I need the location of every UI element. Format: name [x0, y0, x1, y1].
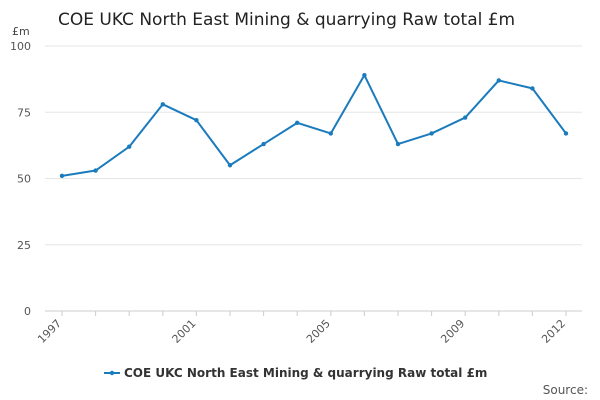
data-point — [496, 78, 501, 83]
data-point — [530, 86, 535, 91]
data-point — [395, 141, 401, 147]
y-tick-label: 100 — [10, 40, 31, 53]
data-point — [127, 144, 132, 149]
data-point — [59, 173, 65, 179]
gridlines — [45, 45, 582, 312]
legend-label: COE UKC North East Mining & quarrying Ra… — [124, 366, 487, 380]
x-tick-label: 2005 — [304, 317, 333, 346]
y-tick-label: 50 — [17, 173, 31, 186]
data-point — [227, 163, 233, 168]
chart-title: COE UKC North East Mining & quarrying Ra… — [58, 10, 515, 30]
source-label: Source: — [543, 383, 588, 397]
y-tick-label: 25 — [17, 239, 31, 252]
data-point — [429, 131, 434, 136]
data-point — [328, 131, 333, 136]
data-point — [194, 118, 199, 123]
data-point — [261, 141, 266, 147]
legend-marker — [109, 370, 115, 376]
data-point — [563, 131, 569, 136]
series-layer — [59, 72, 569, 179]
data-point — [160, 102, 165, 107]
data-point — [463, 115, 468, 120]
x-tick-label: 2009 — [438, 317, 467, 346]
data-point — [93, 168, 98, 173]
x-tick-label: 2001 — [170, 317, 199, 346]
data-point — [362, 72, 367, 78]
legend: COE UKC North East Mining & quarrying Ra… — [104, 366, 487, 380]
data-point — [295, 120, 300, 126]
x-tick-label: 2012 — [539, 317, 568, 346]
series-line — [61, 74, 567, 177]
y-axis-unit: £m — [12, 25, 30, 38]
x-tick-label: 1997 — [35, 317, 64, 346]
y-tick-label: 0 — [24, 305, 31, 318]
y-tick-label: 75 — [17, 106, 31, 119]
y-axis-ticks: 0 25 50 75 100 — [10, 40, 31, 318]
x-axis-ticks: 1997 2001 2005 2009 2012 — [35, 311, 568, 346]
